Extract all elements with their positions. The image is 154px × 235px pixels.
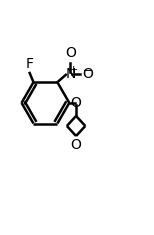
Text: −: − xyxy=(82,66,92,76)
Text: O: O xyxy=(71,96,81,110)
Text: +: + xyxy=(69,65,79,75)
Text: N: N xyxy=(65,67,76,81)
Text: O: O xyxy=(83,67,93,81)
Text: O: O xyxy=(71,138,81,152)
Text: O: O xyxy=(65,47,76,60)
Text: F: F xyxy=(25,57,33,71)
